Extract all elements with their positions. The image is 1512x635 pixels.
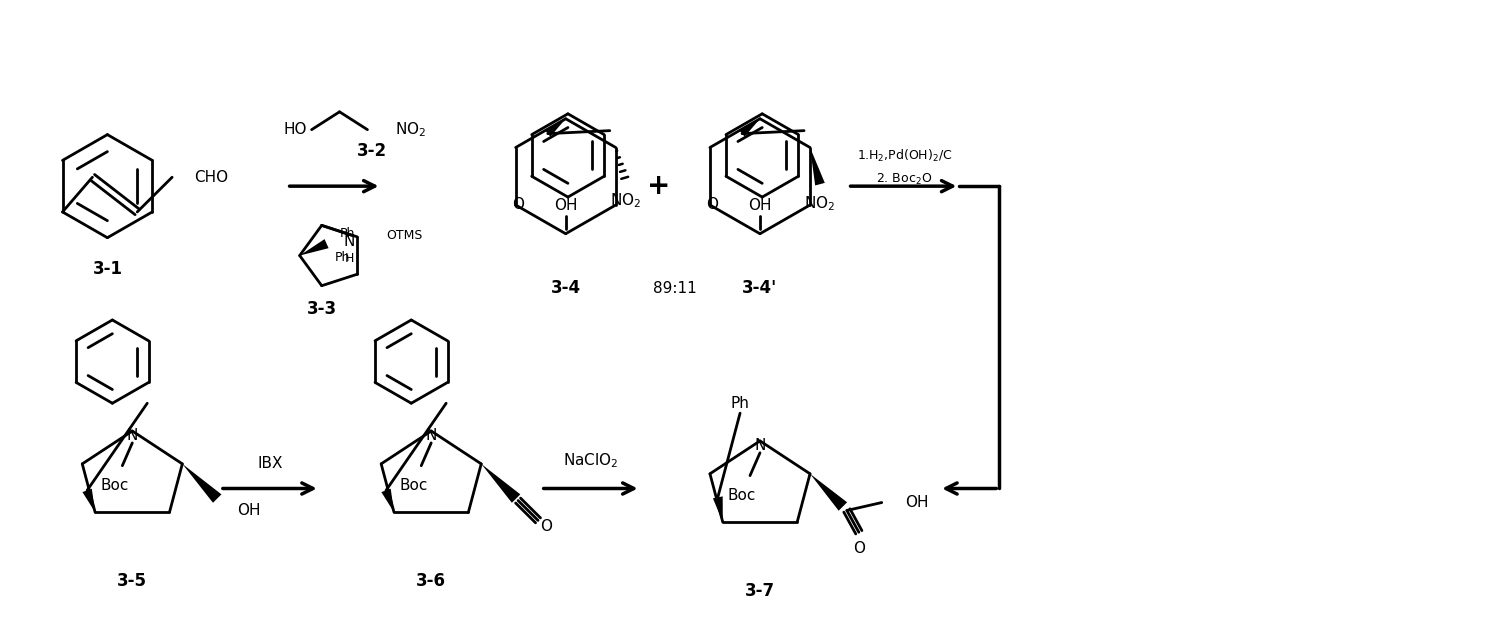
Text: 3-6: 3-6 [416,572,446,590]
Polygon shape [299,239,328,255]
Text: Ph: Ph [334,251,349,264]
Text: Boc: Boc [399,478,428,493]
Polygon shape [546,119,565,137]
Text: H: H [345,252,354,265]
Text: 1.H$_2$,Pd(OH)$_2$/C: 1.H$_2$,Pd(OH)$_2$/C [857,149,953,164]
Text: +: + [647,172,670,200]
Text: OH: OH [904,495,928,510]
Polygon shape [381,489,395,512]
Polygon shape [83,489,95,512]
Text: IBX: IBX [257,456,283,471]
Text: HO: HO [283,122,307,137]
Text: NO$_2$: NO$_2$ [395,120,426,139]
Text: NO$_2$: NO$_2$ [804,195,836,213]
Text: OH: OH [748,199,771,213]
Text: OTMS: OTMS [387,229,423,242]
Text: Boc: Boc [727,488,756,503]
Text: 3-3: 3-3 [307,300,337,318]
Text: 3-5: 3-5 [118,572,147,590]
Polygon shape [739,119,761,137]
Text: Ph: Ph [730,396,750,411]
Polygon shape [481,464,520,503]
Polygon shape [810,474,847,511]
Text: 2. Boc$_2$O: 2. Boc$_2$O [877,171,933,187]
Text: OH: OH [553,199,578,213]
Text: 3-4: 3-4 [550,279,581,297]
Text: O: O [511,197,523,213]
Text: N: N [343,234,355,250]
Text: Ph: Ph [340,227,355,240]
Text: NaClO$_2$: NaClO$_2$ [562,451,618,470]
Text: NO$_2$: NO$_2$ [609,192,641,210]
Text: N: N [754,438,765,453]
Text: CHO: CHO [194,170,228,185]
Text: 3-4': 3-4' [742,279,777,297]
Text: O: O [540,519,552,534]
Text: 3-7: 3-7 [745,582,776,599]
Polygon shape [810,147,826,185]
Text: 89:11: 89:11 [653,281,697,296]
Text: O: O [706,197,718,213]
Text: Boc: Boc [100,478,129,493]
Text: 3-2: 3-2 [357,142,387,161]
Text: 3-1: 3-1 [92,260,122,278]
Polygon shape [714,497,723,522]
Text: N: N [425,429,437,443]
Text: N: N [127,429,138,443]
Text: OH: OH [237,503,260,518]
Text: O: O [853,540,865,556]
Polygon shape [183,464,221,503]
